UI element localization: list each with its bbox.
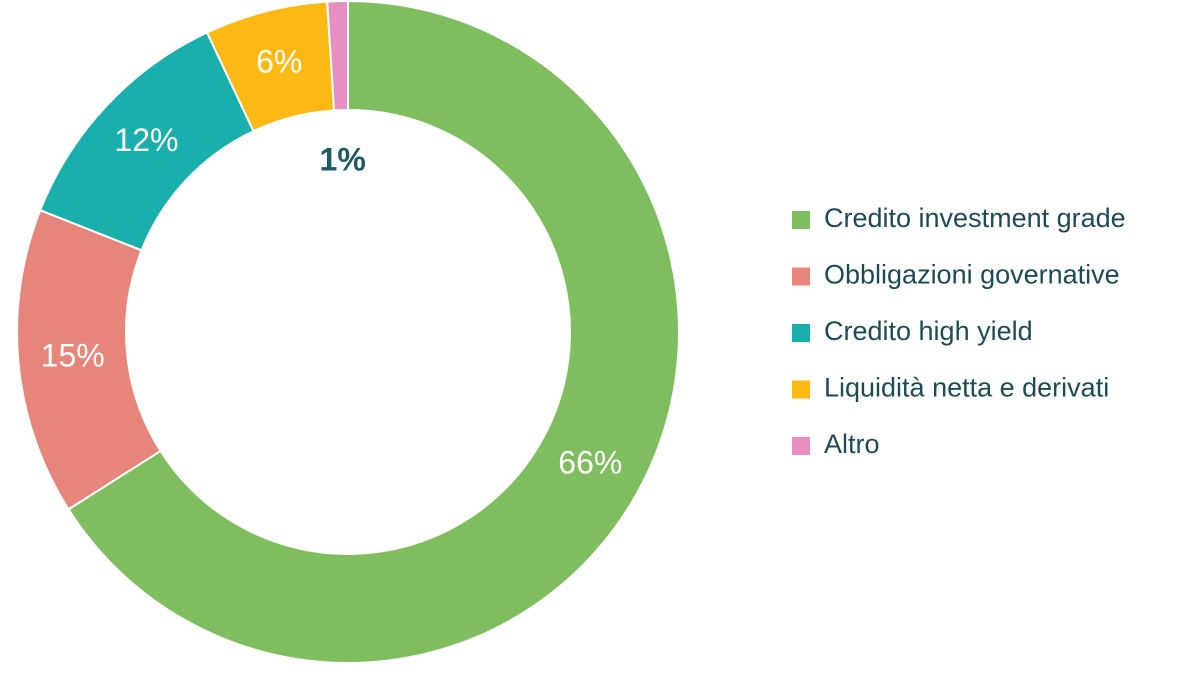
legend-swatch [792,267,810,286]
legend-swatch [792,211,810,229]
slice-label: 1% [320,142,366,178]
legend-label: Credito investment grade [824,203,1126,233]
legend-swatch [792,380,810,399]
slice [67,0,680,664]
legend-swatch [792,437,810,455]
legend-label: Credito high yield [824,316,1033,346]
slice-label: 15% [41,337,105,373]
slice-label: 6% [256,44,302,80]
slice-label: 12% [114,122,178,158]
legend-label: Altro [824,429,880,459]
legend-label: Obbligazioni governative [824,260,1120,290]
legend-swatch [792,324,810,342]
slice-label: 66% [558,445,622,481]
legend-label: Liquidità netta e derivati [824,373,1109,403]
slice [326,0,349,112]
